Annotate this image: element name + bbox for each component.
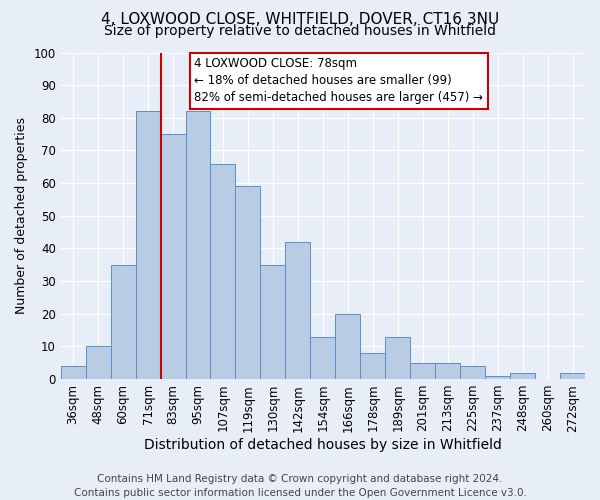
Bar xyxy=(136,112,161,379)
Text: 4 LOXWOOD CLOSE: 78sqm
← 18% of detached houses are smaller (99)
82% of semi-det: 4 LOXWOOD CLOSE: 78sqm ← 18% of detached… xyxy=(194,58,484,104)
Bar xyxy=(185,112,211,379)
Bar xyxy=(435,362,460,379)
Bar xyxy=(61,366,86,379)
Text: 4, LOXWOOD CLOSE, WHITFIELD, DOVER, CT16 3NU: 4, LOXWOOD CLOSE, WHITFIELD, DOVER, CT16… xyxy=(101,12,499,28)
Bar xyxy=(235,186,260,379)
Bar xyxy=(410,362,435,379)
Bar xyxy=(110,265,136,379)
Bar xyxy=(260,265,286,379)
Bar xyxy=(310,336,335,379)
Bar xyxy=(86,346,110,379)
Bar xyxy=(385,336,410,379)
Bar xyxy=(211,164,235,379)
Bar xyxy=(161,134,185,379)
Bar xyxy=(510,372,535,379)
X-axis label: Distribution of detached houses by size in Whitfield: Distribution of detached houses by size … xyxy=(144,438,502,452)
Bar xyxy=(460,366,485,379)
Bar xyxy=(560,372,585,379)
Bar xyxy=(286,242,310,379)
Bar xyxy=(485,376,510,379)
Text: Size of property relative to detached houses in Whitfield: Size of property relative to detached ho… xyxy=(104,24,496,38)
Bar xyxy=(335,314,360,379)
Y-axis label: Number of detached properties: Number of detached properties xyxy=(15,118,28,314)
Bar xyxy=(360,353,385,379)
Text: Contains HM Land Registry data © Crown copyright and database right 2024.
Contai: Contains HM Land Registry data © Crown c… xyxy=(74,474,526,498)
